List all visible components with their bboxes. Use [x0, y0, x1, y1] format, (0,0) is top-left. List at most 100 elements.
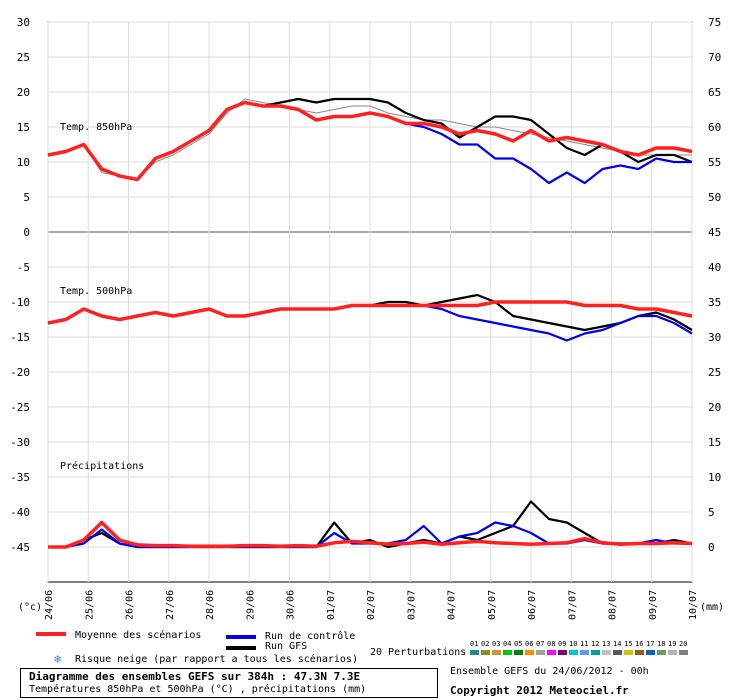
panel-label: Précipitations: [60, 460, 144, 472]
left-tick-label: -40: [10, 506, 30, 519]
perturbation-swatch: [558, 650, 567, 655]
perturbation-number: 09: [558, 640, 567, 648]
legend-control-swatch: [226, 635, 256, 639]
right-tick-label: 35: [708, 296, 721, 309]
perturbation-swatch: [470, 650, 479, 655]
perturbation-swatch: [580, 650, 589, 655]
right-tick-label: 15: [708, 436, 721, 449]
right-tick-label: 0: [708, 541, 715, 554]
chart-title: Diagramme des ensembles GEFS sur 384h : …: [29, 670, 361, 683]
copyright: Copyright 2012 Meteociel.fr: [450, 684, 629, 697]
right-tick-label: 70: [708, 51, 721, 64]
x-tick-label: 09/07: [648, 590, 659, 620]
perturbation-swatch: [635, 650, 644, 655]
right-tick-label: 5: [708, 506, 715, 519]
x-tick-label: 06/07: [527, 590, 538, 620]
x-tick-label: 04/07: [447, 590, 458, 620]
perturbation-swatch: [569, 650, 578, 655]
perturbation-number: 15: [624, 640, 633, 648]
perturbation-swatch: [536, 650, 545, 655]
left-tick-label: -15: [10, 331, 30, 344]
x-tick-label: 01/07: [326, 590, 337, 620]
right-tick-label: 30: [708, 331, 721, 344]
series-line-t500: [47, 300, 693, 325]
perturbation-number: 14: [613, 640, 622, 648]
legend-mean-swatch: [36, 632, 66, 636]
perturbation-swatch: [679, 650, 688, 655]
left-tick-label: 30: [17, 16, 30, 29]
x-tick-label: 02/07: [366, 590, 377, 620]
perturbation-number: 12: [591, 640, 600, 648]
perturbation-swatch: [591, 650, 600, 655]
left-tick-label: -35: [10, 471, 30, 484]
left-tick-label: 0: [23, 226, 30, 239]
legend-mean-label: Moyenne des scénarios: [75, 630, 202, 641]
left-tick-label: -30: [10, 436, 30, 449]
perturbation-number: 05: [514, 640, 523, 648]
x-tick-label: 05/07: [487, 590, 498, 620]
x-tick-label: 10/07: [688, 590, 699, 620]
right-tick-label: 60: [708, 121, 721, 134]
perturbation-number: 16: [635, 640, 644, 648]
x-tick-label: 08/07: [608, 590, 619, 620]
run-info: Ensemble GEFS du 24/06/2012 - 00h: [450, 666, 649, 677]
right-tick-label: 75: [708, 16, 721, 29]
perturbation-swatch: [624, 650, 633, 655]
perturbation-number: 20: [679, 640, 688, 648]
perturbation-number: 19: [668, 640, 677, 648]
left-tick-label: 20: [17, 86, 30, 99]
legend-gfs-swatch: [226, 646, 256, 650]
right-tick-label: 10: [708, 471, 721, 484]
left-tick-label: -10: [10, 296, 30, 309]
perturbation-swatch: [492, 650, 501, 655]
left-tick-label: -45: [10, 541, 30, 554]
right-tick-label: 25: [708, 366, 721, 379]
legend-snow-label: Risque neige (par rapport a tous les scé…: [75, 654, 358, 665]
perturbation-number: 07: [536, 640, 545, 648]
legend-gfs-label: Run GFS: [265, 641, 308, 652]
perturbation-swatch: [525, 650, 534, 655]
x-tick-label: 29/06: [245, 590, 256, 620]
left-tick-label: 25: [17, 51, 30, 64]
x-tick-label: 28/06: [205, 590, 216, 620]
x-tick-label: 30/06: [286, 590, 297, 620]
x-tick-label: 03/07: [406, 590, 417, 620]
perturbation-swatch: [547, 650, 556, 655]
right-tick-label: 40: [708, 261, 721, 274]
panel-label: Temp. 850hPa: [60, 122, 132, 133]
right-tick-label: 50: [708, 191, 721, 204]
perturbation-swatch: [514, 650, 523, 655]
x-tick-label: 07/07: [567, 590, 578, 620]
perturbation-number: 11: [580, 640, 589, 648]
snowflake-icon: ❄: [54, 652, 62, 666]
perturbation-swatch: [668, 650, 677, 655]
right-tick-label: 55: [708, 156, 721, 169]
perturbation-number: 10: [569, 640, 578, 648]
perturbation-swatch: [481, 650, 490, 655]
right-tick-label: 65: [708, 86, 721, 99]
perturbation-number: 08: [547, 640, 556, 648]
x-tick-label: 24/06: [44, 590, 55, 620]
left-tick-label: 10: [17, 156, 30, 169]
chart-subtitle: Températures 850hPa et 500hPa (°C) , pré…: [29, 684, 367, 695]
perturbation-number: 06: [525, 640, 534, 648]
perturbation-number: 01: [470, 640, 479, 648]
left-tick-label: 5: [23, 191, 30, 204]
perturbation-swatch: [613, 650, 622, 655]
left-tick-label: 15: [17, 121, 30, 134]
title-box: Diagramme des ensembles GEFS sur 384h : …: [20, 668, 438, 698]
perturbation-swatch: [503, 650, 512, 655]
left-tick-label: -5: [17, 261, 30, 274]
perturbation-number: 18: [657, 640, 666, 648]
right-axis-unit: (mm): [700, 602, 724, 613]
perturbation-swatch: [602, 650, 611, 655]
perturbation-swatch: [646, 650, 655, 655]
series-line-t850: [47, 100, 693, 182]
x-tick-label: 26/06: [125, 590, 136, 620]
left-axis-unit: (°c): [18, 602, 42, 613]
legend-control-label: Run de contrôle: [265, 631, 356, 642]
series-line-precip: [48, 520, 693, 549]
perturbation-number: 17: [646, 640, 655, 648]
perturbation-swatch: [657, 650, 666, 655]
